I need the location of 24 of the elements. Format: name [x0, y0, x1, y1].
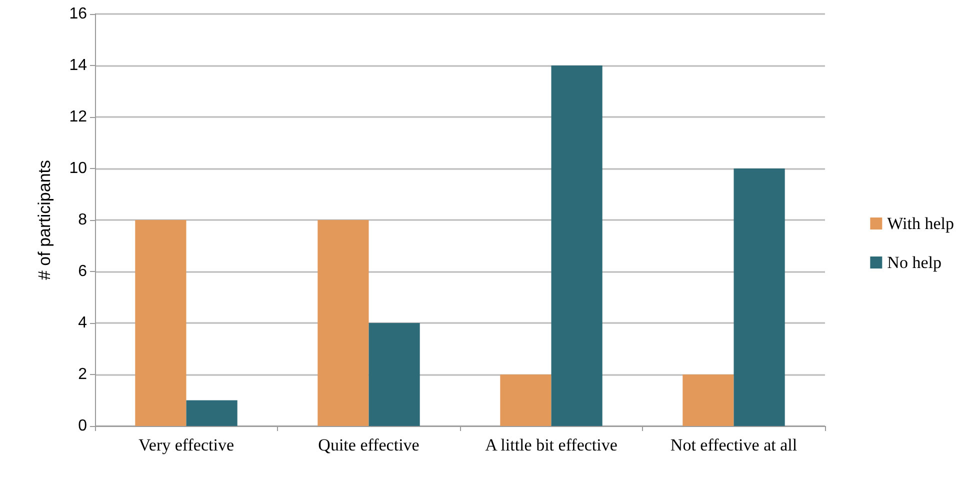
bar — [734, 168, 785, 426]
bar — [135, 220, 186, 426]
y-tick-label: 4 — [78, 314, 88, 332]
y-tick-label: 10 — [69, 160, 88, 177]
y-tick-label: 8 — [78, 212, 88, 228]
x-tick-label: A little bit effective — [485, 436, 618, 454]
x-tick-label: Quite effective — [318, 436, 420, 454]
y-axis-title: # of participants — [35, 160, 54, 280]
bar — [368, 323, 420, 426]
y-tick-label: 6 — [78, 263, 88, 280]
y-tick-label: 16 — [69, 6, 88, 22]
bar — [551, 66, 602, 426]
x-tick-label: Not effective at all — [670, 436, 798, 454]
bar — [318, 220, 369, 426]
y-tick-label: 0 — [78, 418, 88, 434]
legend-label: No help — [887, 253, 942, 272]
bar — [682, 374, 734, 426]
legend-label: With help — [887, 214, 954, 233]
y-tick-label: 2 — [78, 366, 88, 383]
bar — [500, 374, 552, 426]
x-tick-label: Very effective — [138, 436, 234, 454]
y-tick-label: 12 — [69, 108, 88, 126]
y-tick-label: 14 — [69, 57, 88, 74]
bar — [186, 400, 238, 426]
